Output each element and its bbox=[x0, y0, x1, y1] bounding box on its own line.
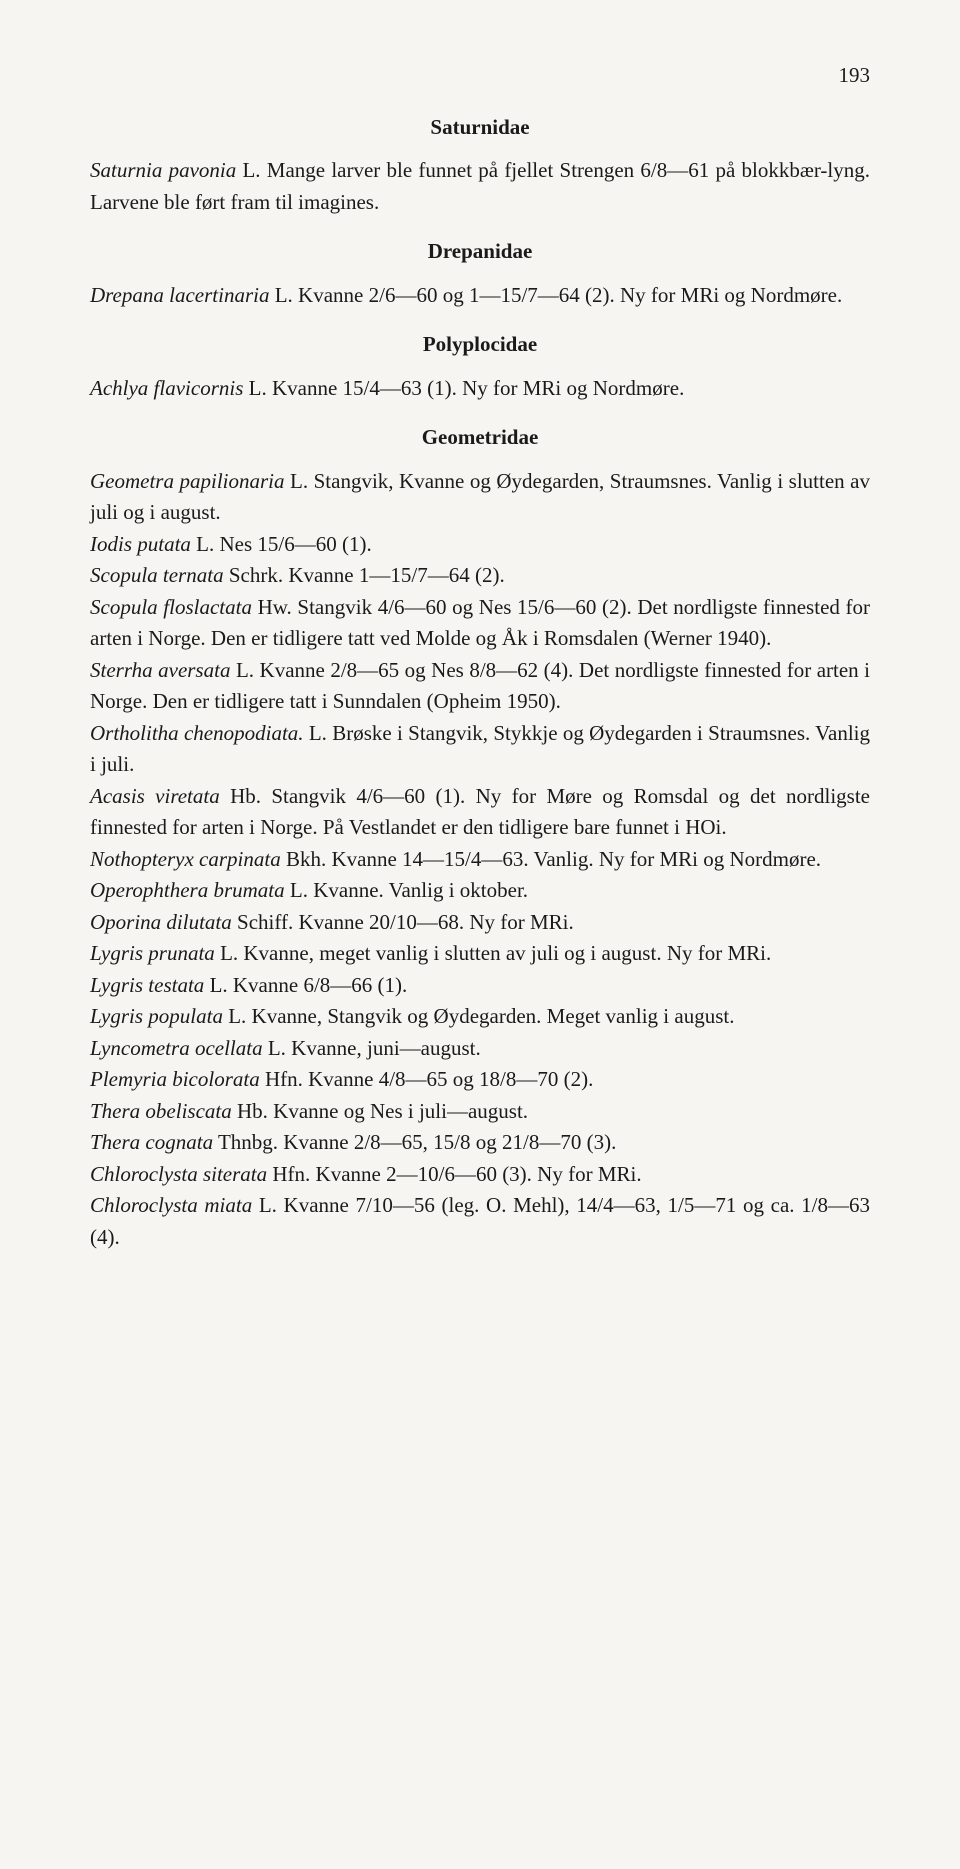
family-heading-drepanidae: Drepanidae bbox=[90, 236, 870, 268]
geometridae-entry-9: Oporina dilutata Schiff. Kvanne 20/10—68… bbox=[90, 907, 870, 939]
page-number: 193 bbox=[90, 60, 870, 92]
geometridae-entry-16: Thera cognata Thnbg. Kvanne 2/8—65, 15/8… bbox=[90, 1127, 870, 1159]
geometridae-entry-4: Sterrha aversata L. Kvanne 2/8—65 og Nes… bbox=[90, 655, 870, 718]
geometridae-entry-7: Nothopteryx carpinata Bkh. Kvanne 14—15/… bbox=[90, 844, 870, 876]
geometridae-entry-14: Plemyria bicolorata Hfn. Kvanne 4/8—65 o… bbox=[90, 1064, 870, 1096]
geometridae-entry-12: Lygris populata L. Kvanne, Stangvik og Ø… bbox=[90, 1001, 870, 1033]
geometridae-entry-8: Operophthera brumata L. Kvanne. Vanlig i… bbox=[90, 875, 870, 907]
geometridae-entry-5: Ortholitha chenopodiata. L. Brøske i Sta… bbox=[90, 718, 870, 781]
family-heading-polyplocidae: Polyplocidae bbox=[90, 329, 870, 361]
polyplocidae-entry: Achlya flavicornis L. Kvanne 15/4—63 (1)… bbox=[90, 373, 870, 405]
saturnidae-entry: Saturnia pavonia L. Mange larver ble fun… bbox=[90, 155, 870, 218]
geometridae-entry-15: Thera obeliscata Hb. Kvanne og Nes i jul… bbox=[90, 1096, 870, 1128]
family-heading-saturnidae: Saturnidae bbox=[90, 112, 870, 144]
geometridae-entry-17: Chloroclysta siterata Hfn. Kvanne 2—10/6… bbox=[90, 1159, 870, 1191]
geometridae-entry-0: Geometra papilionaria L. Stangvik, Kvann… bbox=[90, 466, 870, 529]
drepanidae-entry: Drepana lacertinaria L. Kvanne 2/6—60 og… bbox=[90, 280, 870, 312]
family-heading-geometridae: Geometridae bbox=[90, 422, 870, 454]
geometridae-entry-2: Scopula ternata Schrk. Kvanne 1—15/7—64 … bbox=[90, 560, 870, 592]
geometridae-entry-3: Scopula floslactata Hw. Stangvik 4/6—60 … bbox=[90, 592, 870, 655]
geometridae-entry-11: Lygris testata L. Kvanne 6/8—66 (1). bbox=[90, 970, 870, 1002]
geometridae-entry-18: Chloroclysta miata L. Kvanne 7/10—56 (le… bbox=[90, 1190, 870, 1253]
geometridae-entry-10: Lygris prunata L. Kvanne, meget vanlig i… bbox=[90, 938, 870, 970]
geometridae-entry-1: Iodis putata L. Nes 15/6—60 (1). bbox=[90, 529, 870, 561]
geometridae-entry-13: Lyncometra ocellata L. Kvanne, juni—augu… bbox=[90, 1033, 870, 1065]
geometridae-entry-6: Acasis viretata Hb. Stangvik 4/6—60 (1).… bbox=[90, 781, 870, 844]
